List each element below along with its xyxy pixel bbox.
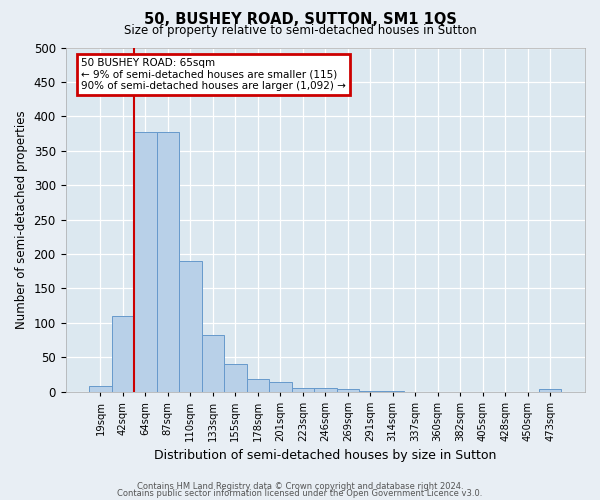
Bar: [202, 334, 224, 392]
Bar: [337, 389, 359, 392]
Bar: [89, 386, 112, 392]
Bar: [112, 316, 134, 392]
Bar: [134, 132, 157, 392]
Bar: [224, 364, 247, 392]
Text: 50 BUSHEY ROAD: 65sqm
← 9% of semi-detached houses are smaller (115)
90% of semi: 50 BUSHEY ROAD: 65sqm ← 9% of semi-detac…: [81, 58, 346, 91]
Bar: [359, 391, 382, 392]
Text: Size of property relative to semi-detached houses in Sutton: Size of property relative to semi-detach…: [124, 24, 476, 37]
Text: Contains public sector information licensed under the Open Government Licence v3: Contains public sector information licen…: [118, 490, 482, 498]
Bar: [292, 388, 314, 392]
Text: 50, BUSHEY ROAD, SUTTON, SM1 1QS: 50, BUSHEY ROAD, SUTTON, SM1 1QS: [143, 12, 457, 28]
X-axis label: Distribution of semi-detached houses by size in Sutton: Distribution of semi-detached houses by …: [154, 450, 496, 462]
Text: Contains HM Land Registry data © Crown copyright and database right 2024.: Contains HM Land Registry data © Crown c…: [137, 482, 463, 491]
Bar: [539, 389, 562, 392]
Y-axis label: Number of semi-detached properties: Number of semi-detached properties: [15, 110, 28, 329]
Bar: [247, 380, 269, 392]
Bar: [179, 261, 202, 392]
Bar: [269, 382, 292, 392]
Bar: [314, 388, 337, 392]
Bar: [157, 132, 179, 392]
Bar: [382, 391, 404, 392]
